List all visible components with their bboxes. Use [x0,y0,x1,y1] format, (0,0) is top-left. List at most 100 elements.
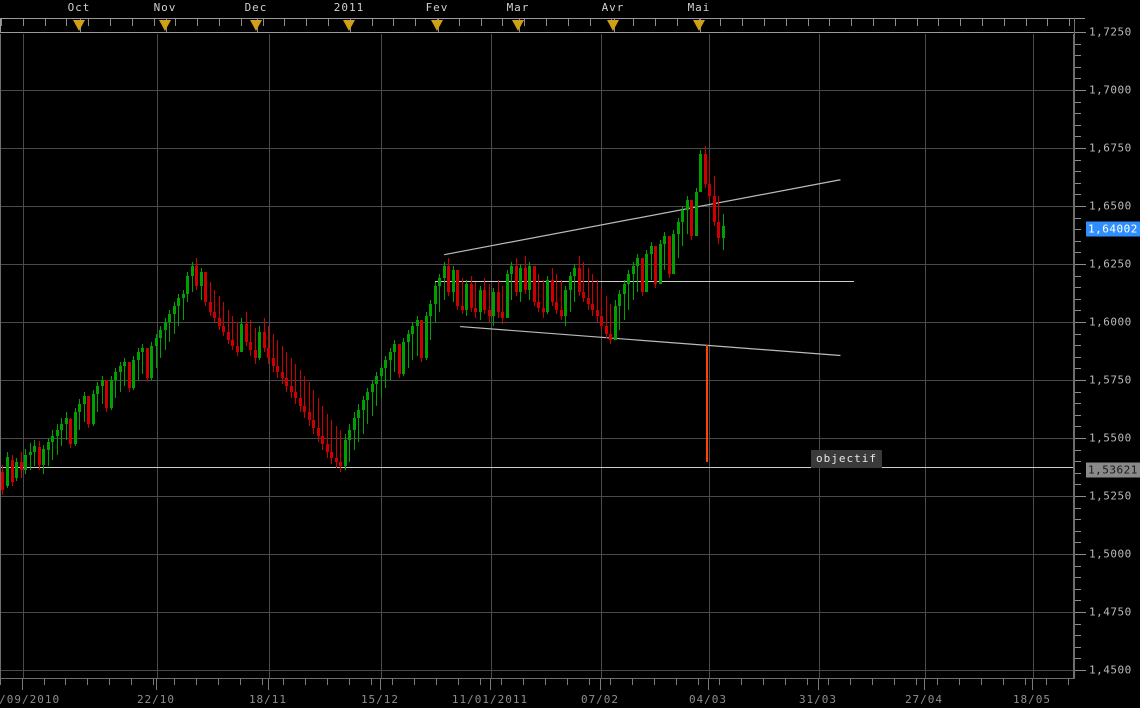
candle-wick [588,268,589,310]
candle-wick [138,348,139,380]
month-label: Mai [687,1,711,14]
candle-body [600,316,603,326]
date-label: 22/10 [136,693,176,706]
candle-body [231,340,234,346]
price-tick-minor [1075,403,1081,404]
candle-body [47,442,50,450]
candle-body [317,428,320,436]
price-axis[interactable]: 1,7250 1,7000 1,6750 1,6500 1,6250 1,6000 1,57… [1074,18,1140,679]
price-tick-minor [1075,102,1081,103]
candle-body [164,322,167,330]
candle-body [483,290,486,310]
candle-body [146,348,149,378]
ruler-tick [938,19,939,26]
candle-body [186,276,189,294]
objectif-annotation[interactable]: objectif [811,450,882,468]
candle-body [209,302,212,312]
candle-body [515,266,518,292]
candle-wick [79,399,80,430]
date-tick-major [22,679,23,690]
candle-body [56,430,59,436]
candle-wick [327,414,328,458]
price-tick-minor [1075,647,1081,648]
candle-body [272,358,275,366]
month-marker-icon [159,20,171,31]
date-tick-minor [240,679,241,685]
price-tick-minor [1075,334,1081,335]
date-tick-minor [850,679,851,685]
price-tick-minor [1075,577,1081,578]
date-tick-minor [436,679,437,685]
candle-body [488,310,491,316]
candle-wick [417,316,418,356]
candle-body [263,332,266,348]
ruler-tick [633,19,634,26]
candle-body [285,378,288,386]
date-label: 27/04 [904,693,944,706]
candle-body [708,184,711,196]
candle-body [465,284,468,310]
date-tick-minor [545,679,546,685]
candle-wick [502,286,503,324]
date-tick-minor [349,679,350,685]
candle-body [618,294,621,306]
candle-body [578,268,581,292]
candle-wick [120,362,121,392]
price-label: 1,6250 [1089,257,1132,271]
ruler-tick [415,19,416,26]
candle-body [537,302,540,308]
candle-wick [408,330,409,368]
ruler-tick [982,19,983,26]
price-tick-minor [1075,113,1081,114]
candle-wick [358,404,359,442]
candle-body [83,396,86,404]
candle-body [393,344,396,352]
candle-body [96,386,99,394]
candle-body [123,362,126,366]
candle-wick [709,158,710,200]
price-tick-minor [1075,589,1081,590]
candle-wick [444,262,445,300]
candle-body [564,290,567,316]
candle-wick [97,382,98,412]
price-label: 1,5250 [1089,489,1132,503]
gridline-vertical [1033,34,1034,678]
candle-body [353,418,356,430]
candle-body [240,324,243,352]
date-tick-minor [262,679,263,685]
price-plot-area[interactable]: objectif [0,34,1074,679]
candle-body [15,462,18,478]
candle-body [587,298,590,304]
candle-wick [66,412,67,440]
price-tick-minor [1075,450,1081,451]
month-label: Avr [601,1,625,14]
candle-body [6,457,9,486]
price-tick-minor [1075,252,1081,253]
price-tick-minor [1075,345,1081,346]
ruler-tick [829,19,830,26]
candle-body [722,226,725,238]
candle-body [65,418,68,424]
candle-body [204,272,207,302]
candle-body [51,436,54,442]
candle-body [524,268,527,290]
gridline-horizontal [1,206,1073,207]
candle-body [627,274,630,284]
price-label: 1,5500 [1089,431,1132,445]
candle-body [704,154,707,184]
candle-wick [34,440,35,466]
price-tick-minor [1075,67,1081,68]
candle-body [348,430,351,440]
candle-wick [223,302,224,336]
date-axis[interactable]: 06/09/2010 22/10 18/11 15/12 11/01/2011 07/02… [0,679,1074,708]
candle-body [501,312,504,318]
candle-wick [561,280,562,320]
month-marker-icon [73,20,85,31]
date-tick-minor [916,679,917,685]
date-label: 06/09/2010 [0,693,61,706]
candle-body [182,294,185,298]
reference-price-badge: 1,53621 [1086,462,1140,478]
candle-body [42,449,45,465]
candle-body [299,398,302,406]
candle-wick [390,348,391,380]
